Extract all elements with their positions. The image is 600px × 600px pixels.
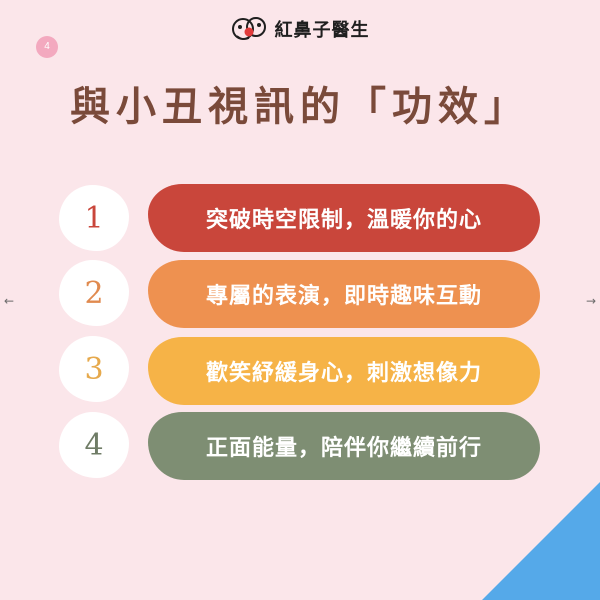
item-number-circle: 4 xyxy=(59,412,129,478)
item-number: 3 xyxy=(84,351,104,387)
corner-decoration xyxy=(482,482,600,600)
item-number: 4 xyxy=(84,427,104,463)
item-number: 1 xyxy=(84,200,104,236)
item-number-circle: 3 xyxy=(59,336,129,402)
item-pill: 突破時空限制，溫暖你的心 xyxy=(148,184,540,252)
item-text: 歡笑紓緩身心，刺激想像力 xyxy=(205,361,482,386)
item-number-circle: 2 xyxy=(59,260,129,326)
item-pill: 正面能量，陪伴你繼續前行 xyxy=(148,412,540,480)
item-number-circle: 1 xyxy=(59,185,129,251)
arrow-right-icon[interactable]: → xyxy=(585,294,596,308)
arrow-left-icon[interactable]: ← xyxy=(4,294,15,308)
benefit-item: 2 專屬的表演，即時趣味互動 xyxy=(0,257,600,333)
item-text: 正面能量，陪伴你繼續前行 xyxy=(205,436,482,461)
item-text: 突破時空限制，溫暖你的心 xyxy=(205,208,482,233)
brand-logo: 紅鼻子醫生 xyxy=(0,14,600,44)
item-pill: 歡笑紓緩身心，刺激想像力 xyxy=(148,337,540,405)
benefit-item: 3 歡笑紓緩身心，刺激想像力 xyxy=(0,334,600,410)
item-text: 專屬的表演，即時趣味互動 xyxy=(205,284,482,309)
page-title: 與小丑視訊的「功效」 xyxy=(70,84,530,130)
page-number-badge: 4 xyxy=(36,36,58,58)
item-number: 2 xyxy=(84,275,104,311)
brand-name: 紅鼻子醫生 xyxy=(274,20,370,41)
benefit-item: 4 正面能量，陪伴你繼續前行 xyxy=(0,410,600,486)
item-pill: 專屬的表演，即時趣味互動 xyxy=(148,260,540,328)
benefit-item: 1 突破時空限制，溫暖你的心 xyxy=(0,180,600,256)
clown-nose-logo-icon xyxy=(231,17,266,40)
